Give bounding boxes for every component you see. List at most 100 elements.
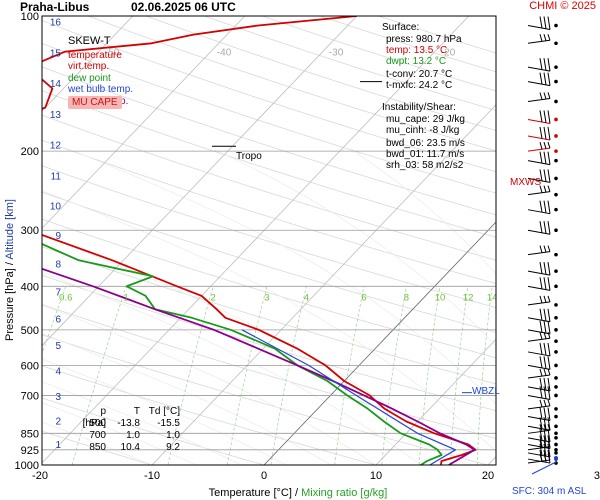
wind-barb-shaft bbox=[527, 386, 551, 392]
altitude-tick-label: 16 bbox=[50, 18, 62, 29]
wind-barb-flag bbox=[543, 16, 547, 29]
levels-table: p [hPa] T Td [°C] 500 -13.8 -15.5 700 1.… bbox=[76, 406, 180, 454]
wind-barb bbox=[527, 262, 558, 276]
x-tick-label: 0 bbox=[261, 470, 267, 482]
mixing-ratio-label: 6 bbox=[361, 292, 366, 303]
wind-barb-dot bbox=[554, 350, 558, 354]
wind-barb bbox=[527, 368, 558, 380]
mixing-ratio-label: 17 bbox=[518, 292, 529, 303]
wind-barb-shaft bbox=[527, 429, 551, 434]
wind-barb-flag bbox=[539, 245, 543, 253]
wind-barb-flag bbox=[543, 435, 547, 448]
wind-barb bbox=[527, 440, 558, 452]
wind-barb-dot bbox=[554, 363, 558, 368]
wind-barb-flag bbox=[539, 295, 543, 304]
pressure-tick-label: 500 bbox=[21, 325, 39, 337]
wind-barb-flag bbox=[543, 342, 547, 356]
altitude-tick-label: 14 bbox=[50, 79, 62, 90]
wind-barb-flag bbox=[539, 356, 543, 369]
wind-barb bbox=[527, 245, 558, 257]
dry-adiabat bbox=[42, 218, 496, 359]
wind-barb-dot bbox=[554, 393, 558, 398]
mixing-ratio-label: 25 bbox=[580, 292, 591, 303]
wind-barb-dot bbox=[554, 269, 558, 273]
mixing-ratio-line bbox=[581, 286, 586, 465]
isotherm-label: -40 bbox=[217, 48, 232, 59]
wind-barb bbox=[527, 16, 558, 31]
wind-barb-shaft bbox=[527, 147, 551, 152]
profile-line bbox=[241, 329, 457, 465]
instability-title: Instability/Shear: bbox=[382, 102, 456, 113]
wind-barb-flag bbox=[543, 407, 547, 420]
wind-barb-flag bbox=[543, 200, 547, 214]
wind-barb-flag bbox=[543, 72, 547, 85]
wind-barb-flag bbox=[547, 142, 551, 149]
wind-barb-flag bbox=[547, 356, 551, 370]
wind-barb-shaft bbox=[527, 229, 551, 235]
wind-barb bbox=[527, 424, 558, 436]
wind-barb-flag bbox=[539, 449, 543, 462]
wind-barb-dot bbox=[554, 149, 558, 153]
wind-barb-flag bbox=[547, 151, 551, 165]
plot-frame bbox=[41, 15, 497, 466]
wind-barb-shaft bbox=[527, 209, 551, 215]
wind-barb-shaft bbox=[527, 39, 551, 44]
wind-barb bbox=[527, 58, 558, 72]
mixing-ratio-line bbox=[476, 286, 493, 465]
wind-barb-flag bbox=[547, 169, 551, 183]
tropopause-label: Tropo bbox=[236, 151, 262, 162]
wind-barb-flag bbox=[543, 110, 547, 123]
wind-barb-shaft bbox=[527, 416, 551, 422]
wind-barb-flag bbox=[543, 142, 547, 149]
wind-barb-dot bbox=[554, 41, 558, 46]
wind-barb-flag bbox=[539, 151, 543, 164]
altitude-tick-label: 11 bbox=[51, 171, 62, 182]
wind-barb-flag bbox=[539, 368, 543, 377]
wind-barb-shaft bbox=[527, 425, 551, 431]
wind-barb-dot bbox=[554, 424, 558, 429]
wind-barb-flag bbox=[543, 308, 547, 322]
wind-barb-flag bbox=[539, 308, 543, 321]
surface-press: press: 980.7 hPa bbox=[386, 34, 462, 45]
wind-barb-flag bbox=[543, 151, 547, 165]
isotherm-label: -20 bbox=[441, 48, 456, 59]
wind-barb-dot bbox=[554, 328, 558, 332]
sounding-time: 02.06.2025 06 UTC bbox=[131, 0, 236, 14]
isotherm-label: -60 bbox=[0, 48, 8, 59]
wind-barb-flag bbox=[539, 58, 543, 70]
wind-barb-flag bbox=[547, 200, 551, 214]
wind-barb-flag bbox=[547, 308, 551, 322]
wind-barb-shaft bbox=[527, 97, 551, 102]
pressure-tick-label: 850 bbox=[21, 428, 39, 440]
mixing-ratio-label: 12 bbox=[463, 292, 474, 303]
wind-barb-flag bbox=[547, 320, 551, 334]
wind-barb-shaft bbox=[527, 364, 551, 370]
mixing-ratio-label: 4 bbox=[304, 292, 309, 303]
mu-cape-badge: MU CAPE bbox=[68, 96, 122, 109]
surface-wind-line bbox=[531, 461, 557, 475]
altitude-tick-label: 10 bbox=[50, 202, 62, 213]
wind-barb-flag bbox=[539, 443, 543, 456]
wind-barb-dot bbox=[554, 451, 558, 455]
wind-barb-dot bbox=[554, 431, 558, 436]
wind-barb-flag bbox=[539, 221, 543, 233]
dry-adiabat bbox=[42, 191, 496, 333]
table-row: 850 10.4 9.2 bbox=[89, 442, 180, 453]
wind-barb-shaft bbox=[527, 374, 551, 379]
wind-barb-dot bbox=[554, 134, 558, 138]
altitude-tick-label: 6 bbox=[55, 315, 61, 326]
wind-barb bbox=[527, 308, 558, 323]
legend-item: wet bulb temp. bbox=[68, 84, 134, 95]
wind-barb-flag bbox=[547, 185, 551, 192]
wind-barb-dot bbox=[554, 176, 558, 181]
wind-barb-flag bbox=[547, 295, 551, 303]
wind-barb bbox=[527, 92, 558, 104]
plot-area: -80 °C-70-60-50-40-30-20-10 °C0.20.40.61… bbox=[0, 16, 591, 465]
wind-barb-flag bbox=[539, 92, 543, 100]
wind-barb-flag bbox=[543, 399, 547, 407]
x-axis-label: Temperature [°C] / Mixing ratio [g/kg] bbox=[209, 487, 388, 499]
isotherm-label: -10 °C bbox=[553, 48, 581, 59]
dry-adiabat bbox=[42, 139, 496, 285]
wind-barb-shaft bbox=[527, 452, 551, 458]
